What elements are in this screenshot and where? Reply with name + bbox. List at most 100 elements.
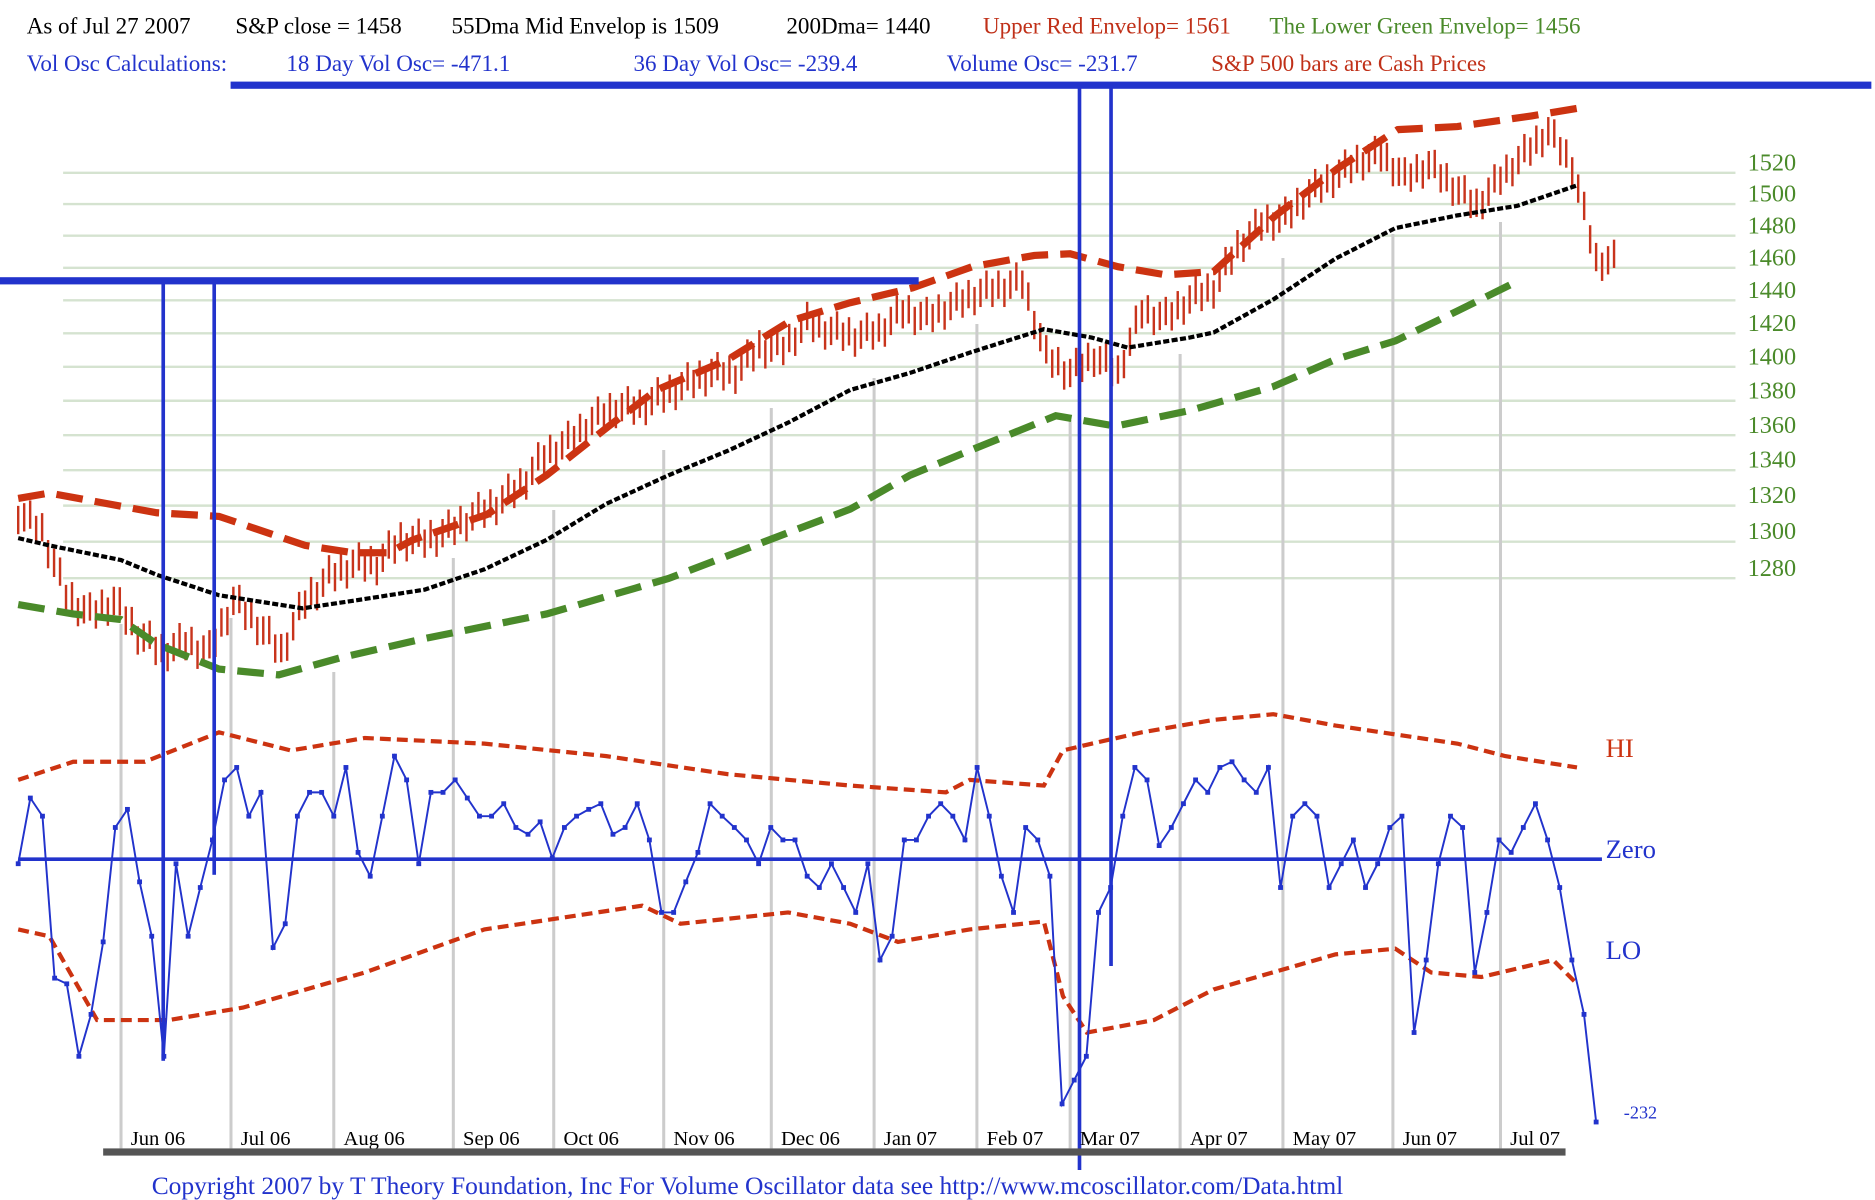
osc36-value: 36 Day Vol Osc= -239.4 [633, 51, 857, 76]
osc-point [197, 885, 203, 890]
osc-point [1314, 813, 1320, 819]
osc-point [15, 861, 21, 867]
upper-envelope-value: Upper Red Envelop= 1561 [983, 14, 1231, 39]
osc-point [695, 850, 701, 855]
osc-point [501, 801, 507, 807]
osc-point [100, 939, 106, 945]
header: As of Jul 27 2007 S&P close = 1458 55Dma… [27, 14, 1581, 76]
osc-point [379, 813, 385, 819]
osc-point [1265, 765, 1271, 770]
osc-point [1059, 1101, 1065, 1107]
annotations [0, 81, 1872, 1170]
oscillator-panel: HI Zero LO -232 [15, 712, 1657, 1125]
osc-point [1508, 850, 1514, 855]
osc-point [1435, 861, 1441, 867]
osc-point [392, 753, 397, 759]
osc-point [683, 879, 689, 885]
osc-point [889, 933, 895, 939]
osc-point [938, 801, 944, 807]
month-label: Nov 06 [673, 1128, 734, 1150]
osc-point [671, 910, 677, 915]
osc-point [962, 837, 968, 843]
osc-point [998, 873, 1004, 879]
annotation-vline [212, 280, 217, 875]
osc-point [1302, 801, 1308, 807]
osc-point [1338, 861, 1344, 867]
osc-point [707, 801, 713, 807]
price-tick-label: 1420 [1748, 310, 1797, 337]
osc-point [464, 795, 470, 801]
osc-point [282, 921, 288, 927]
osc-point [440, 789, 446, 795]
osc-point [125, 806, 130, 812]
month-gridlines [119, 222, 1503, 1149]
osc-point [829, 861, 834, 867]
osc-point [294, 813, 300, 819]
osc-point [1484, 910, 1490, 915]
osc-point [331, 813, 337, 819]
copyright-footer: Copyright 2007 by T Theory Foundation, I… [152, 1172, 1344, 1200]
osc-point [804, 873, 810, 879]
price-tick-label: 1320 [1748, 482, 1797, 509]
month-label: Sep 06 [463, 1128, 520, 1150]
month-label: Aug 06 [343, 1128, 404, 1150]
month-label: Jan 07 [884, 1128, 937, 1150]
price-gridlines [63, 171, 1736, 580]
osc-point [1496, 837, 1502, 843]
annotation-hline-left [0, 277, 919, 285]
osc-point [901, 837, 907, 843]
osc-point [1411, 1030, 1417, 1035]
month-label: May 07 [1293, 1128, 1357, 1150]
mid-envelope-value: 55Dma Mid Envelop is 1509 [451, 14, 718, 39]
osc-point [1035, 837, 1041, 843]
volume-oscillator-line [17, 753, 1598, 1123]
osc-point [1144, 777, 1150, 783]
lo-label: LO [1606, 935, 1642, 965]
osc-point [404, 777, 410, 783]
osc18-value: 18 Day Vol Osc= -471.1 [286, 51, 510, 76]
osc-point [768, 825, 774, 830]
osc-point [1193, 777, 1199, 783]
osc-point [1387, 825, 1393, 830]
osc-point [1241, 777, 1247, 783]
price-tick-label: 1360 [1748, 412, 1797, 439]
osc-point [52, 975, 58, 981]
osc-point [1520, 825, 1526, 830]
osc-point [926, 813, 931, 819]
osc-point [222, 777, 227, 783]
osc-point [246, 813, 252, 819]
osc-point [1156, 843, 1162, 849]
osc-point [646, 837, 652, 843]
osc-point [1071, 1077, 1077, 1083]
envelope-lines [17, 103, 1588, 679]
osc-point [1581, 1011, 1587, 1017]
osc-point [137, 879, 143, 885]
upper-red-envelope-line [17, 103, 1588, 557]
osc-point [913, 837, 919, 843]
osc-point [477, 813, 482, 819]
osc-point [1326, 885, 1332, 890]
osc-point [234, 765, 240, 770]
osc-point [950, 813, 956, 819]
osc-point [1096, 910, 1101, 915]
price-tick-label: 1280 [1748, 555, 1797, 582]
price-tick-label: 1460 [1748, 245, 1797, 272]
osc-point [1132, 765, 1138, 770]
osc-point [731, 825, 737, 830]
price-tick-label: 1340 [1748, 447, 1797, 474]
osc-point [355, 850, 361, 855]
osc-point [64, 981, 70, 987]
price-tick-label: 1500 [1748, 181, 1797, 208]
osc-point [149, 933, 155, 939]
as-of-date: As of Jul 27 2007 [27, 14, 191, 39]
osc-point [853, 910, 859, 915]
osc-point [428, 789, 434, 795]
cash-prices-note: S&P 500 bars are Cash Prices [1211, 51, 1486, 76]
osc-point [1181, 801, 1186, 807]
osc-point [1569, 957, 1575, 963]
osc-point [319, 789, 325, 795]
osc-point [1023, 825, 1029, 830]
last-value-label: -232 [1624, 1102, 1657, 1122]
annotation-vline [1109, 84, 1113, 966]
